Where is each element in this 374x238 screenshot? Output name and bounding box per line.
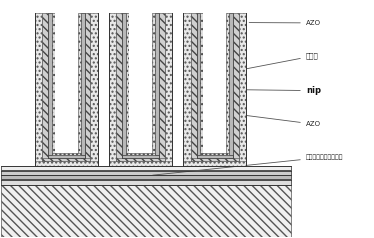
Bar [203,13,226,153]
Bar [229,13,233,158]
Bar [1,185,291,237]
Bar [191,158,239,161]
Bar [129,13,152,153]
Bar [1,174,291,179]
Bar [239,13,246,166]
Bar [233,13,239,161]
Bar [52,153,81,155]
Text: nip: nip [234,86,321,95]
Bar [226,13,229,155]
Bar [122,13,126,158]
Bar [165,13,172,166]
Bar [200,13,203,155]
Bar [1,166,291,170]
Bar [122,155,159,158]
Text: 氪化层: 氪化层 [239,53,319,70]
Bar [116,158,165,161]
Bar [55,13,78,153]
Bar [159,13,165,161]
Bar [197,13,200,158]
Bar [152,13,155,155]
Bar [42,13,48,161]
Bar [155,13,159,158]
Bar [91,13,98,166]
Bar [85,13,91,161]
Bar [42,158,91,161]
Bar [183,13,191,166]
Bar [200,153,229,155]
Text: AZO: AZO [249,20,321,26]
Bar [81,13,85,158]
Text: AZO: AZO [231,114,321,127]
Bar [191,13,197,161]
Bar [126,13,129,155]
Bar [116,13,122,161]
Bar [183,161,246,166]
Bar [35,13,42,166]
Bar [78,13,81,155]
Bar [35,161,98,166]
Bar [197,155,233,158]
Bar [48,13,52,158]
Bar [109,161,172,166]
Bar [109,13,116,166]
Bar [1,170,291,174]
Text: 流化层底层成模渮稱區: 流化层底层成模渮稱區 [153,154,343,175]
Bar [52,13,55,155]
Bar [48,155,85,158]
Bar [126,153,155,155]
Bar [1,179,291,185]
